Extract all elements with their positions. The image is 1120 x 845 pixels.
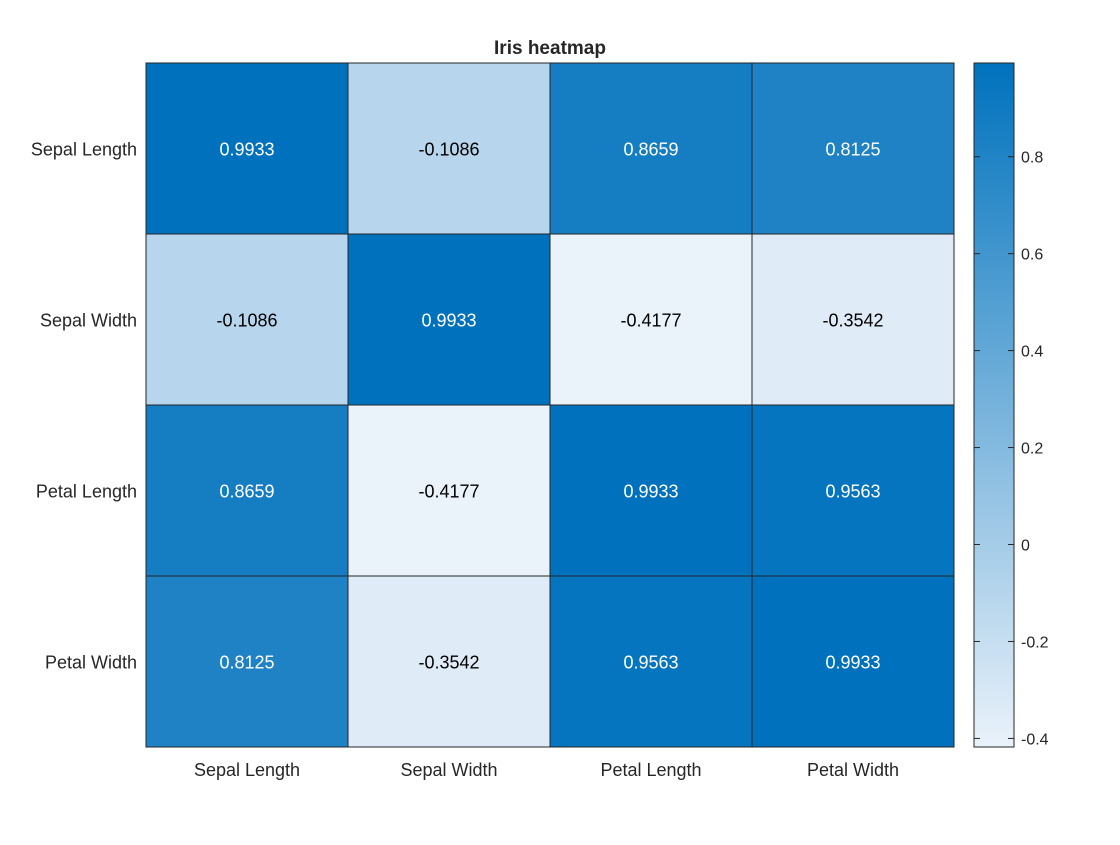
heatmap-cell — [549, 62, 753, 235]
heatmap-cell-value: 0.9933 — [219, 140, 274, 160]
colorbar-tick-label: 0.2 — [1021, 441, 1043, 458]
y-tick-label: Sepal Width — [40, 311, 137, 331]
heatmap-cell — [145, 233, 349, 406]
heatmap-cell — [751, 62, 955, 235]
heatmap-cell — [145, 575, 349, 748]
heatmap-cell — [145, 62, 349, 235]
y-tick-label: Petal Length — [36, 482, 137, 502]
heatmap-cell — [549, 575, 753, 748]
heatmap-cell-value: -0.4177 — [620, 311, 681, 331]
colorbar-tick-label: -0.4 — [1021, 731, 1049, 748]
x-axis-labels: Sepal Length Sepal Width Petal Length Petal… — [194, 760, 899, 780]
colorbar-tick-label: -0.2 — [1021, 634, 1049, 651]
y-axis-labels: Sepal Length Sepal Width Petal Length Petal… — [31, 140, 137, 673]
heatmap-cell-value: 0.9563 — [623, 653, 678, 673]
heatmap-cells: 0.9933 -0.1086 0.8659 0.8125 -0.1086 0.9933 -0… — [145, 62, 955, 748]
heatmap-cell — [347, 575, 551, 748]
heatmap-cell-value: -0.4177 — [418, 482, 479, 502]
heatmap-cell — [751, 233, 955, 406]
heatmap-cell — [549, 233, 753, 406]
heatmap-cell — [347, 62, 551, 235]
y-tick-label: Petal Width — [45, 653, 137, 673]
heatmap-cell — [347, 233, 551, 406]
heatmap-cell-value: 0.8125 — [825, 140, 880, 160]
heatmap-cell-value: -0.3542 — [822, 311, 883, 331]
heatmap-cell — [751, 575, 955, 748]
colorbar-gradient — [973, 62, 1015, 748]
heatmap-cell-value: 0.9933 — [623, 482, 678, 502]
heatmap-cell-value: -0.1086 — [418, 140, 479, 160]
colorbar-tick-label: 0 — [1021, 538, 1030, 555]
heatmap-cell-value: 0.8125 — [219, 653, 274, 673]
x-tick-label: Sepal Width — [400, 760, 497, 780]
x-tick-label: Petal Width — [807, 760, 899, 780]
x-tick-label: Petal Length — [600, 760, 701, 780]
chart-title: Iris heatmap — [494, 38, 606, 59]
heatmap-cell — [347, 404, 551, 577]
heatmap-cell-value: 0.9933 — [421, 311, 476, 331]
colorbar-tick-label: 0.4 — [1021, 344, 1043, 361]
colorbar: -0.4 -0.2 0 0.2 0.4 0.6 0.8 — [973, 62, 1049, 748]
y-tick-label: Sepal Length — [31, 140, 137, 160]
heatmap-cell-value: 0.9933 — [825, 653, 880, 673]
heatmap-cell — [751, 404, 955, 577]
colorbar-tick-label: 0.8 — [1021, 150, 1043, 167]
heatmap-cell-value: -0.3542 — [418, 653, 479, 673]
heatmap-cell-value: -0.1086 — [216, 311, 277, 331]
x-tick-label: Sepal Length — [194, 760, 300, 780]
heatmap-cell-value: 0.8659 — [623, 140, 678, 160]
colorbar-tick-label: 0.6 — [1021, 247, 1043, 264]
heatmap-cell-value: 0.8659 — [219, 482, 274, 502]
heatmap-cell-value: 0.9563 — [825, 482, 880, 502]
